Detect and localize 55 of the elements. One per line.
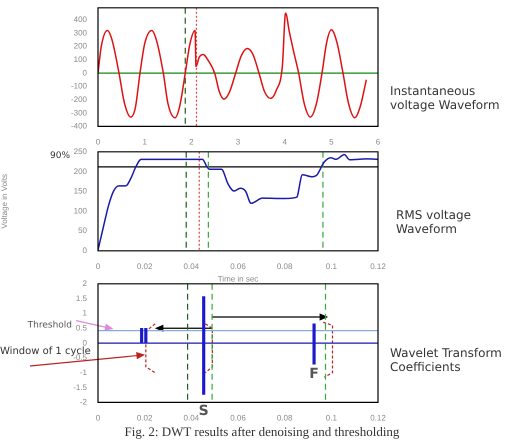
x-tick-label: 0 (96, 137, 101, 146)
text: Wavelet Transform Coefficients (390, 346, 503, 374)
y-tick-label: -200 (70, 94, 88, 104)
y-tick-label: 200 (74, 166, 88, 176)
y-tick-label: 200 (74, 42, 88, 51)
y-tick-label: -300 (70, 108, 88, 118)
annotation: S (198, 403, 209, 420)
x-tick-label: 6 (376, 137, 381, 146)
y-tick-label: -2 (80, 398, 88, 407)
y-tick-label: -1 (80, 368, 88, 377)
x-axis-title: Time in sec (218, 274, 258, 284)
caption: Fig. 2: DWT results after denoising and thresholding (124, 424, 400, 440)
text: Window of 1 cycle (0, 346, 92, 357)
x-tick-label: 0.06 (230, 262, 246, 271)
y-tick-label: 300 (74, 28, 88, 38)
y-tick-label: 100 (74, 54, 88, 64)
x-tick-label: 2 (189, 137, 194, 146)
x-tick-label: 0 (96, 262, 101, 271)
x-tick-label: 0.06 (230, 413, 246, 422)
y-tick-label: 1 (82, 308, 88, 318)
y-tick-label: 0 (82, 68, 88, 78)
x-tick-label: 0.08 (276, 413, 293, 422)
y-tick-label: 250 (74, 147, 88, 156)
annotation: F (309, 366, 319, 382)
x-tick-label: 3 (236, 137, 241, 146)
x-tick-label: 0.12 (370, 413, 386, 422)
x-tick-label: 0.12 (370, 262, 386, 271)
y-tick-label: 0 (82, 246, 88, 256)
x-tick-label: 1 (142, 137, 148, 146)
y-tick-label: 150 (74, 186, 88, 196)
y-tick-label: -400 (70, 122, 88, 131)
y-tick-label: 400 (74, 14, 88, 24)
x-tick-label: 0.02 (136, 262, 153, 271)
x-tick-label: 4 (282, 137, 288, 146)
x-tick-label: 0.02 (136, 413, 153, 422)
text: RMS voltage Waveform (396, 208, 472, 236)
x-tick-label: 0.04 (184, 413, 200, 422)
y-tick-label: 50 (78, 226, 88, 236)
x-tick-label: 0.04 (184, 262, 200, 271)
y-tick-label: 2 (82, 279, 88, 288)
x-tick-label: 0.08 (276, 262, 293, 271)
y-tick-label: -100 (70, 82, 88, 91)
ref-line-label: Threshold (26, 320, 72, 330)
y-tick-label: 0 (82, 338, 88, 348)
y-axis-title: Voltage in Volts (0, 174, 10, 229)
x-tick-label: 0.1 (326, 413, 338, 422)
x-tick-label: 0.1 (326, 262, 338, 271)
y-tick-label: -1.5 (73, 382, 88, 392)
y-tick-label: 0.5 (76, 323, 88, 332)
y-tick-label: 1.5 (76, 294, 88, 303)
x-tick-label: 5 (329, 137, 334, 146)
x-tick-label: 0 (96, 413, 101, 422)
text: 90% (50, 151, 70, 161)
text: Instantaneous voltage Waveform (390, 84, 501, 112)
y-tick-label: 100 (74, 206, 88, 216)
